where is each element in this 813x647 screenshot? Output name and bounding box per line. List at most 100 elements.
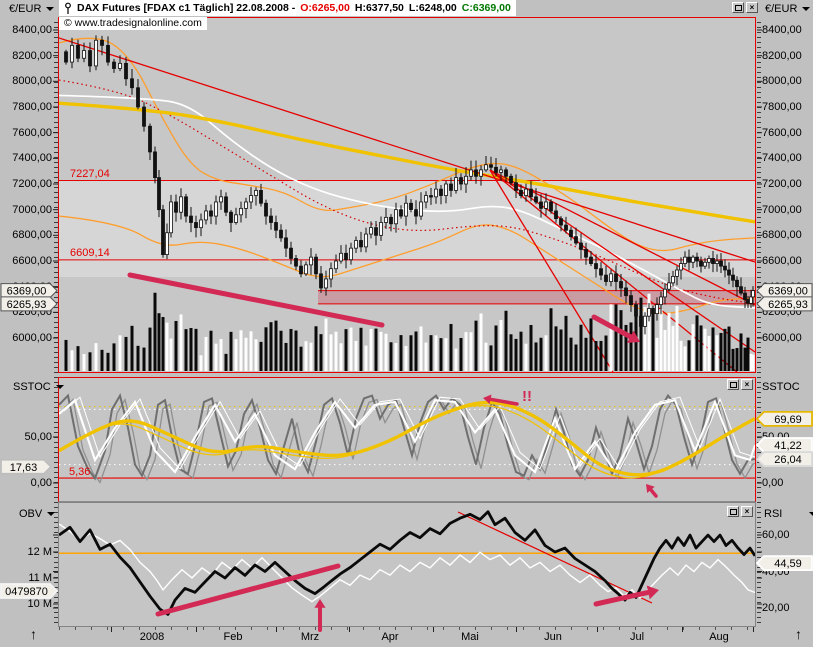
- y-axis-label: 7000,00: [762, 203, 802, 216]
- title-bar: €/EUR DAX Futures [FDAX c1 Täglich] 22.0…: [0, 0, 813, 17]
- svg-text:69,69: 69,69: [774, 414, 802, 426]
- y-axis-label: 7800,00: [762, 100, 802, 113]
- x-axis-label: Jul: [629, 631, 645, 643]
- svg-text:17,63: 17,63: [10, 462, 38, 474]
- y-axis-label: 7200,00: [762, 177, 802, 190]
- y-axis-label: 7200,00: [12, 177, 52, 190]
- y-axis-label: 7400,00: [762, 152, 802, 165]
- y-axis-label: 6400,00: [12, 280, 52, 293]
- x-axis-tick: [433, 627, 434, 632]
- x-axis-label: Mrz: [300, 631, 320, 643]
- y-axis-label: 8000,00: [762, 75, 802, 88]
- x-axis-tick: [196, 627, 197, 632]
- obv-plot[interactable]: [58, 502, 756, 627]
- sstoc-maximize-button[interactable]: [727, 379, 739, 390]
- y-axis-label: 6200,00: [762, 306, 802, 319]
- x-axis-tick: [753, 627, 754, 632]
- y-axis-label: 7600,00: [12, 126, 52, 139]
- pin-icon: [65, 2, 71, 14]
- y-axis-label: 0,00: [762, 477, 784, 489]
- y-axis-label: 20,00: [762, 602, 790, 614]
- sstoc-panel-title[interactable]: SSTOC: [13, 381, 64, 393]
- sstoc-level-label: 5,36: [69, 466, 91, 479]
- left-axis-ticks[interactable]: [54, 22, 58, 626]
- svg-text:26,04: 26,04: [774, 454, 802, 466]
- y-axis-label: 60,00: [762, 529, 790, 541]
- obv-panel-title[interactable]: OBV: [19, 508, 56, 520]
- right-axis-ticks[interactable]: [757, 22, 761, 626]
- scroll-left-arrow-icon[interactable]: ↑: [30, 626, 37, 642]
- y-axis-label: 6800,00: [12, 229, 52, 242]
- y-axis-label: 8200,00: [12, 49, 52, 62]
- chevron-down-icon: [802, 6, 811, 11]
- y-axis-label: 7600,00: [762, 126, 802, 139]
- x-axis-tick: [516, 627, 517, 632]
- sstoc-close-button[interactable]: ×: [741, 379, 753, 390]
- y-axis-label: 6200,00: [12, 306, 52, 319]
- chart-title: DAX Futures [FDAX c1 Täglich] 22.08.2008…: [59, 0, 516, 16]
- x-axis-label: Mai: [461, 631, 479, 643]
- x-axis-label: Apr: [381, 631, 399, 643]
- low-value: L:6248,00: [408, 2, 457, 14]
- x-axis-label: Jun: [544, 631, 562, 643]
- sstoc-plot[interactable]: [58, 377, 756, 502]
- open-value: O:6265,00: [300, 2, 350, 14]
- y-axis-label: 8000,00: [12, 75, 52, 88]
- y-axis-label: 6000,00: [762, 331, 802, 344]
- level-label: 6609,14: [70, 246, 110, 259]
- price-marker-tag: 26,04: [755, 451, 813, 467]
- y-axis-label: 6400,00: [762, 280, 802, 293]
- sstoc-right-axis-title[interactable]: SSTOC: [762, 381, 800, 393]
- close-value: C:6369,00: [461, 2, 511, 14]
- y-axis-label: 7800,00: [12, 100, 52, 113]
- y-axis-label: 10 M: [27, 598, 52, 610]
- y-axis-label: 40,00: [762, 565, 790, 578]
- y-axis-label: 7000,00: [12, 203, 52, 216]
- chevron-down-icon: [47, 512, 56, 516]
- x-axis-label: Feb: [223, 631, 243, 643]
- price-marker-tag: 17,63: [0, 458, 53, 475]
- copyright-label: © www.tradesignalonline.com: [59, 17, 207, 30]
- x-axis-tick: [682, 627, 683, 632]
- chevron-down-icon: [809, 512, 813, 516]
- close-button[interactable]: ×: [746, 2, 758, 13]
- obv-close-button[interactable]: ×: [741, 506, 753, 517]
- y-axis-label: 6600,00: [12, 254, 52, 267]
- x-axis-tick: [349, 627, 350, 632]
- y-axis-label: 0,00: [30, 477, 52, 489]
- rsi-right-axis-title[interactable]: RSI: [764, 508, 813, 520]
- y-axis-label: 50,00: [762, 431, 790, 443]
- y-axis-label: 50,00: [24, 431, 52, 443]
- y-axis-label: 11 M: [28, 572, 52, 584]
- y-axis-label: 6000,00: [12, 331, 52, 344]
- high-value: H:6377,50: [354, 2, 404, 14]
- y-axis-label: 6600,00: [762, 254, 802, 267]
- x-axis-tick: [597, 627, 598, 632]
- price-marker-tag: 69,69: [755, 410, 813, 427]
- instrument-label: €/EUR: [9, 2, 42, 15]
- instrument-selector-left[interactable]: €/EUR: [9, 1, 55, 16]
- title-text: DAX Futures [FDAX c1 Täglich] 22.08.2008…: [77, 2, 296, 14]
- x-axis-tick: [111, 627, 112, 632]
- y-axis-label: 6800,00: [762, 229, 802, 242]
- x-axis-label: Aug: [709, 631, 729, 643]
- highlight-band: [59, 181, 755, 277]
- y-axis-label: 8400,00: [762, 24, 802, 36]
- obv-maximize-button[interactable]: [727, 506, 739, 517]
- chevron-down-icon: [46, 6, 55, 11]
- svg-text:0479870: 0479870: [5, 586, 48, 598]
- x-axis-minor-ticks: [59, 627, 756, 630]
- x-axis-tick: [276, 627, 277, 632]
- x-axis-label: 2008: [139, 631, 165, 643]
- maximize-button[interactable]: [732, 2, 744, 13]
- y-axis-label: 7400,00: [12, 152, 52, 165]
- y-axis-label: 12 M: [27, 546, 52, 558]
- scroll-right-arrow-icon[interactable]: ↑: [795, 626, 802, 642]
- instrument-label: €/EUR: [765, 2, 798, 15]
- level-label: 7227,04: [70, 167, 110, 180]
- chevron-down-icon: [55, 385, 64, 389]
- price-marker-tag: 0479870: [0, 583, 59, 599]
- instrument-selector-right[interactable]: €/EUR: [765, 1, 811, 16]
- y-axis-label: 8400,00: [12, 24, 52, 36]
